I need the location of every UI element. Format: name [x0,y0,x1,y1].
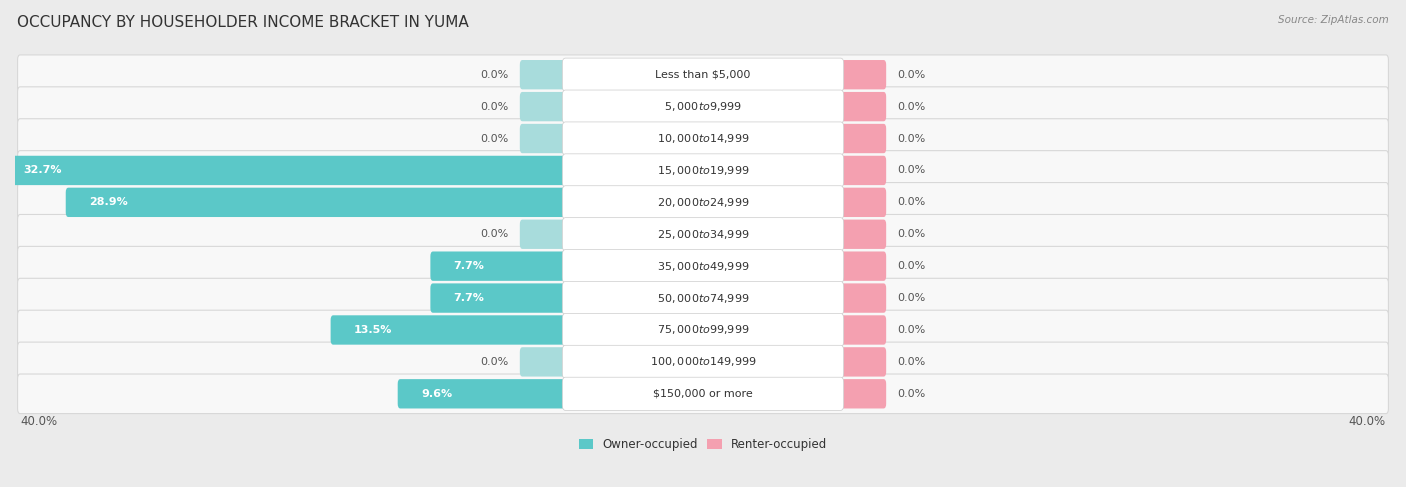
Legend: Owner-occupied, Renter-occupied: Owner-occupied, Renter-occupied [574,433,832,455]
FancyBboxPatch shape [838,156,886,185]
Text: 0.0%: 0.0% [897,70,925,80]
FancyBboxPatch shape [562,58,844,91]
Text: $25,000 to $34,999: $25,000 to $34,999 [657,228,749,241]
FancyBboxPatch shape [330,315,568,345]
Text: $150,000 or more: $150,000 or more [654,389,752,399]
FancyBboxPatch shape [520,92,568,121]
Text: Less than $5,000: Less than $5,000 [655,70,751,80]
Text: 0.0%: 0.0% [897,325,925,335]
FancyBboxPatch shape [562,122,844,155]
Text: $5,000 to $9,999: $5,000 to $9,999 [664,100,742,113]
FancyBboxPatch shape [838,347,886,376]
FancyBboxPatch shape [0,156,568,185]
Text: $50,000 to $74,999: $50,000 to $74,999 [657,292,749,304]
FancyBboxPatch shape [520,220,568,249]
FancyBboxPatch shape [18,214,1388,254]
FancyBboxPatch shape [18,119,1388,158]
FancyBboxPatch shape [18,183,1388,222]
FancyBboxPatch shape [18,278,1388,318]
Text: 13.5%: 13.5% [354,325,392,335]
FancyBboxPatch shape [838,187,886,217]
Text: 0.0%: 0.0% [897,102,925,112]
Text: 40.0%: 40.0% [20,414,58,428]
Text: 0.0%: 0.0% [897,293,925,303]
Text: 0.0%: 0.0% [481,357,509,367]
FancyBboxPatch shape [18,374,1388,413]
FancyBboxPatch shape [562,218,844,251]
Text: 9.6%: 9.6% [420,389,453,399]
Text: 28.9%: 28.9% [89,197,128,207]
Text: $20,000 to $24,999: $20,000 to $24,999 [657,196,749,209]
FancyBboxPatch shape [838,315,886,345]
Text: $15,000 to $19,999: $15,000 to $19,999 [657,164,749,177]
FancyBboxPatch shape [520,60,568,90]
Text: $35,000 to $49,999: $35,000 to $49,999 [657,260,749,273]
Text: 40.0%: 40.0% [1348,414,1386,428]
Text: 0.0%: 0.0% [897,229,925,239]
FancyBboxPatch shape [18,150,1388,190]
FancyBboxPatch shape [838,60,886,90]
Text: 0.0%: 0.0% [481,70,509,80]
Text: 32.7%: 32.7% [24,166,62,175]
FancyBboxPatch shape [430,251,568,281]
FancyBboxPatch shape [430,283,568,313]
FancyBboxPatch shape [562,154,844,187]
FancyBboxPatch shape [520,347,568,376]
FancyBboxPatch shape [838,124,886,153]
FancyBboxPatch shape [562,186,844,219]
FancyBboxPatch shape [838,379,886,409]
FancyBboxPatch shape [838,220,886,249]
Text: 7.7%: 7.7% [454,261,485,271]
FancyBboxPatch shape [18,342,1388,382]
FancyBboxPatch shape [562,377,844,411]
FancyBboxPatch shape [18,310,1388,350]
Text: $10,000 to $14,999: $10,000 to $14,999 [657,132,749,145]
Text: OCCUPANCY BY HOUSEHOLDER INCOME BRACKET IN YUMA: OCCUPANCY BY HOUSEHOLDER INCOME BRACKET … [17,15,468,30]
FancyBboxPatch shape [66,187,568,217]
FancyBboxPatch shape [18,55,1388,94]
FancyBboxPatch shape [838,283,886,313]
Text: 0.0%: 0.0% [897,166,925,175]
Text: 0.0%: 0.0% [897,357,925,367]
FancyBboxPatch shape [520,124,568,153]
FancyBboxPatch shape [562,345,844,378]
Text: 0.0%: 0.0% [481,133,509,144]
FancyBboxPatch shape [562,281,844,315]
Text: 0.0%: 0.0% [897,389,925,399]
Text: Source: ZipAtlas.com: Source: ZipAtlas.com [1278,15,1389,25]
Text: $75,000 to $99,999: $75,000 to $99,999 [657,323,749,337]
Text: 0.0%: 0.0% [897,133,925,144]
FancyBboxPatch shape [838,92,886,121]
Text: 0.0%: 0.0% [481,102,509,112]
FancyBboxPatch shape [838,251,886,281]
FancyBboxPatch shape [398,379,568,409]
Text: 0.0%: 0.0% [897,261,925,271]
FancyBboxPatch shape [562,249,844,283]
FancyBboxPatch shape [562,90,844,123]
FancyBboxPatch shape [18,246,1388,286]
Text: 0.0%: 0.0% [897,197,925,207]
FancyBboxPatch shape [562,314,844,347]
Text: $100,000 to $149,999: $100,000 to $149,999 [650,356,756,368]
Text: 7.7%: 7.7% [454,293,485,303]
FancyBboxPatch shape [18,87,1388,127]
Text: 0.0%: 0.0% [481,229,509,239]
